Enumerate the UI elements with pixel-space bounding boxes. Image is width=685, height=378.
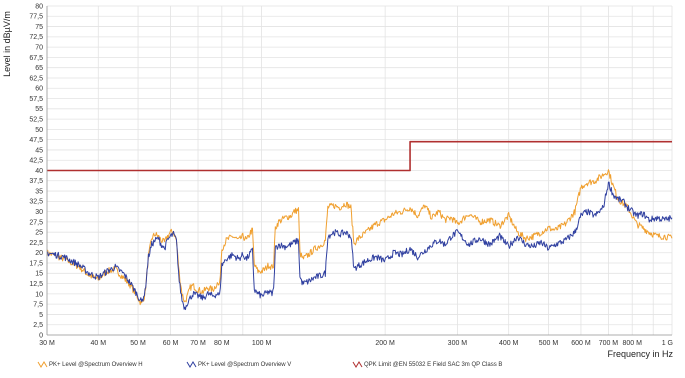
y-tick-label: 40 (35, 168, 43, 175)
x-tick-label: 50 M (130, 340, 146, 347)
legend-swatch-1 (37, 361, 48, 368)
x-tick-label: 100 M (252, 340, 272, 347)
y-tick-label: 70 (35, 45, 43, 52)
series-layer (46, 140, 673, 311)
y-tick-label: 22,5 (29, 240, 43, 247)
y-tick-label: 67,5 (29, 55, 43, 62)
x-tick-labels: 30 M 40 M 50 M 60 M 70 M 80 M 100 M 200 M 300 M 4… (39, 340, 673, 347)
x-tick-label: 30 M (39, 340, 55, 347)
x-tick-label: 600 M (571, 340, 591, 347)
y-tick-label: 2,5 (33, 322, 43, 329)
y-tick-label: 57,5 (29, 96, 43, 103)
legend-label-1: PK+ Level @Spectrum Overview H (49, 362, 143, 368)
x-axis-label: Frequency in Hz (607, 349, 673, 359)
y-tick-label: 5 (39, 312, 43, 319)
x-tick-label: 40 M (90, 340, 106, 347)
x-tick-label: 700 M (599, 340, 619, 347)
x-tick-label: 500 M (539, 340, 559, 347)
y-tick-label: 30 (35, 209, 43, 216)
legend: PK+ Level @Spectrum Overview H PK+ Level … (37, 361, 502, 368)
y-tick-label: 55 (35, 106, 43, 113)
y-axis-label: Level in dBµV/m (2, 11, 12, 77)
legend-swatch-2 (186, 361, 197, 368)
y-tick-label: 80 (35, 3, 43, 10)
y-tick-labels: 02,557,51012,51517,52022,52527,53032,535… (29, 3, 43, 339)
y-tick-label: 65 (35, 65, 43, 72)
y-tick-label: 42,5 (29, 158, 43, 165)
x-tick-label: 300 M (448, 340, 468, 347)
y-tick-label: 62,5 (29, 75, 43, 82)
axes (46, 6, 672, 336)
x-tick-label: 1 G (662, 340, 673, 347)
y-tick-label: 7,5 (33, 302, 43, 309)
y-tick-label: 10 (35, 291, 43, 298)
y-tick-label: 37,5 (29, 178, 43, 185)
y-tick-label: 50 (35, 127, 43, 134)
y-tick-label: 47,5 (29, 137, 43, 144)
y-tick-label: 12,5 (29, 281, 43, 288)
y-tick-label: 60 (35, 86, 43, 93)
legend-label-3: QPK Limit @EN 55032 E Field SAC 3m QP Cl… (364, 362, 502, 368)
grid (46, 5, 673, 336)
y-tick-label: 35 (35, 188, 43, 195)
x-tick-label: 80 M (214, 340, 230, 347)
y-tick-label: 45 (35, 147, 43, 154)
x-tick-label: 200 M (375, 340, 395, 347)
y-tick-label: 72,5 (29, 34, 43, 41)
legend-label-2: PK+ Level @Spectrum Overview V (198, 362, 291, 368)
series-line-3 (47, 140, 672, 172)
y-tick-label: 77,5 (29, 14, 43, 21)
y-tick-label: 75 (35, 24, 43, 31)
y-tick-label: 17,5 (29, 260, 43, 267)
legend-swatch-3 (352, 361, 363, 368)
x-tick-label: 400 M (499, 340, 519, 347)
y-tick-label: 27,5 (29, 219, 43, 226)
x-tick-label: 800 M (622, 340, 642, 347)
series-line-2 (46, 181, 673, 311)
x-tick-label: 70 M (190, 340, 206, 347)
y-tick-label: 32,5 (29, 199, 43, 206)
x-tick-label: 60 M (163, 340, 179, 347)
y-tick-label: 52,5 (29, 116, 43, 123)
y-tick-label: 15 (35, 271, 43, 278)
series-line-1 (46, 169, 673, 306)
y-tick-label: 20 (35, 250, 43, 257)
y-tick-label: 0 (39, 332, 43, 339)
y-tick-label: 25 (35, 230, 43, 237)
